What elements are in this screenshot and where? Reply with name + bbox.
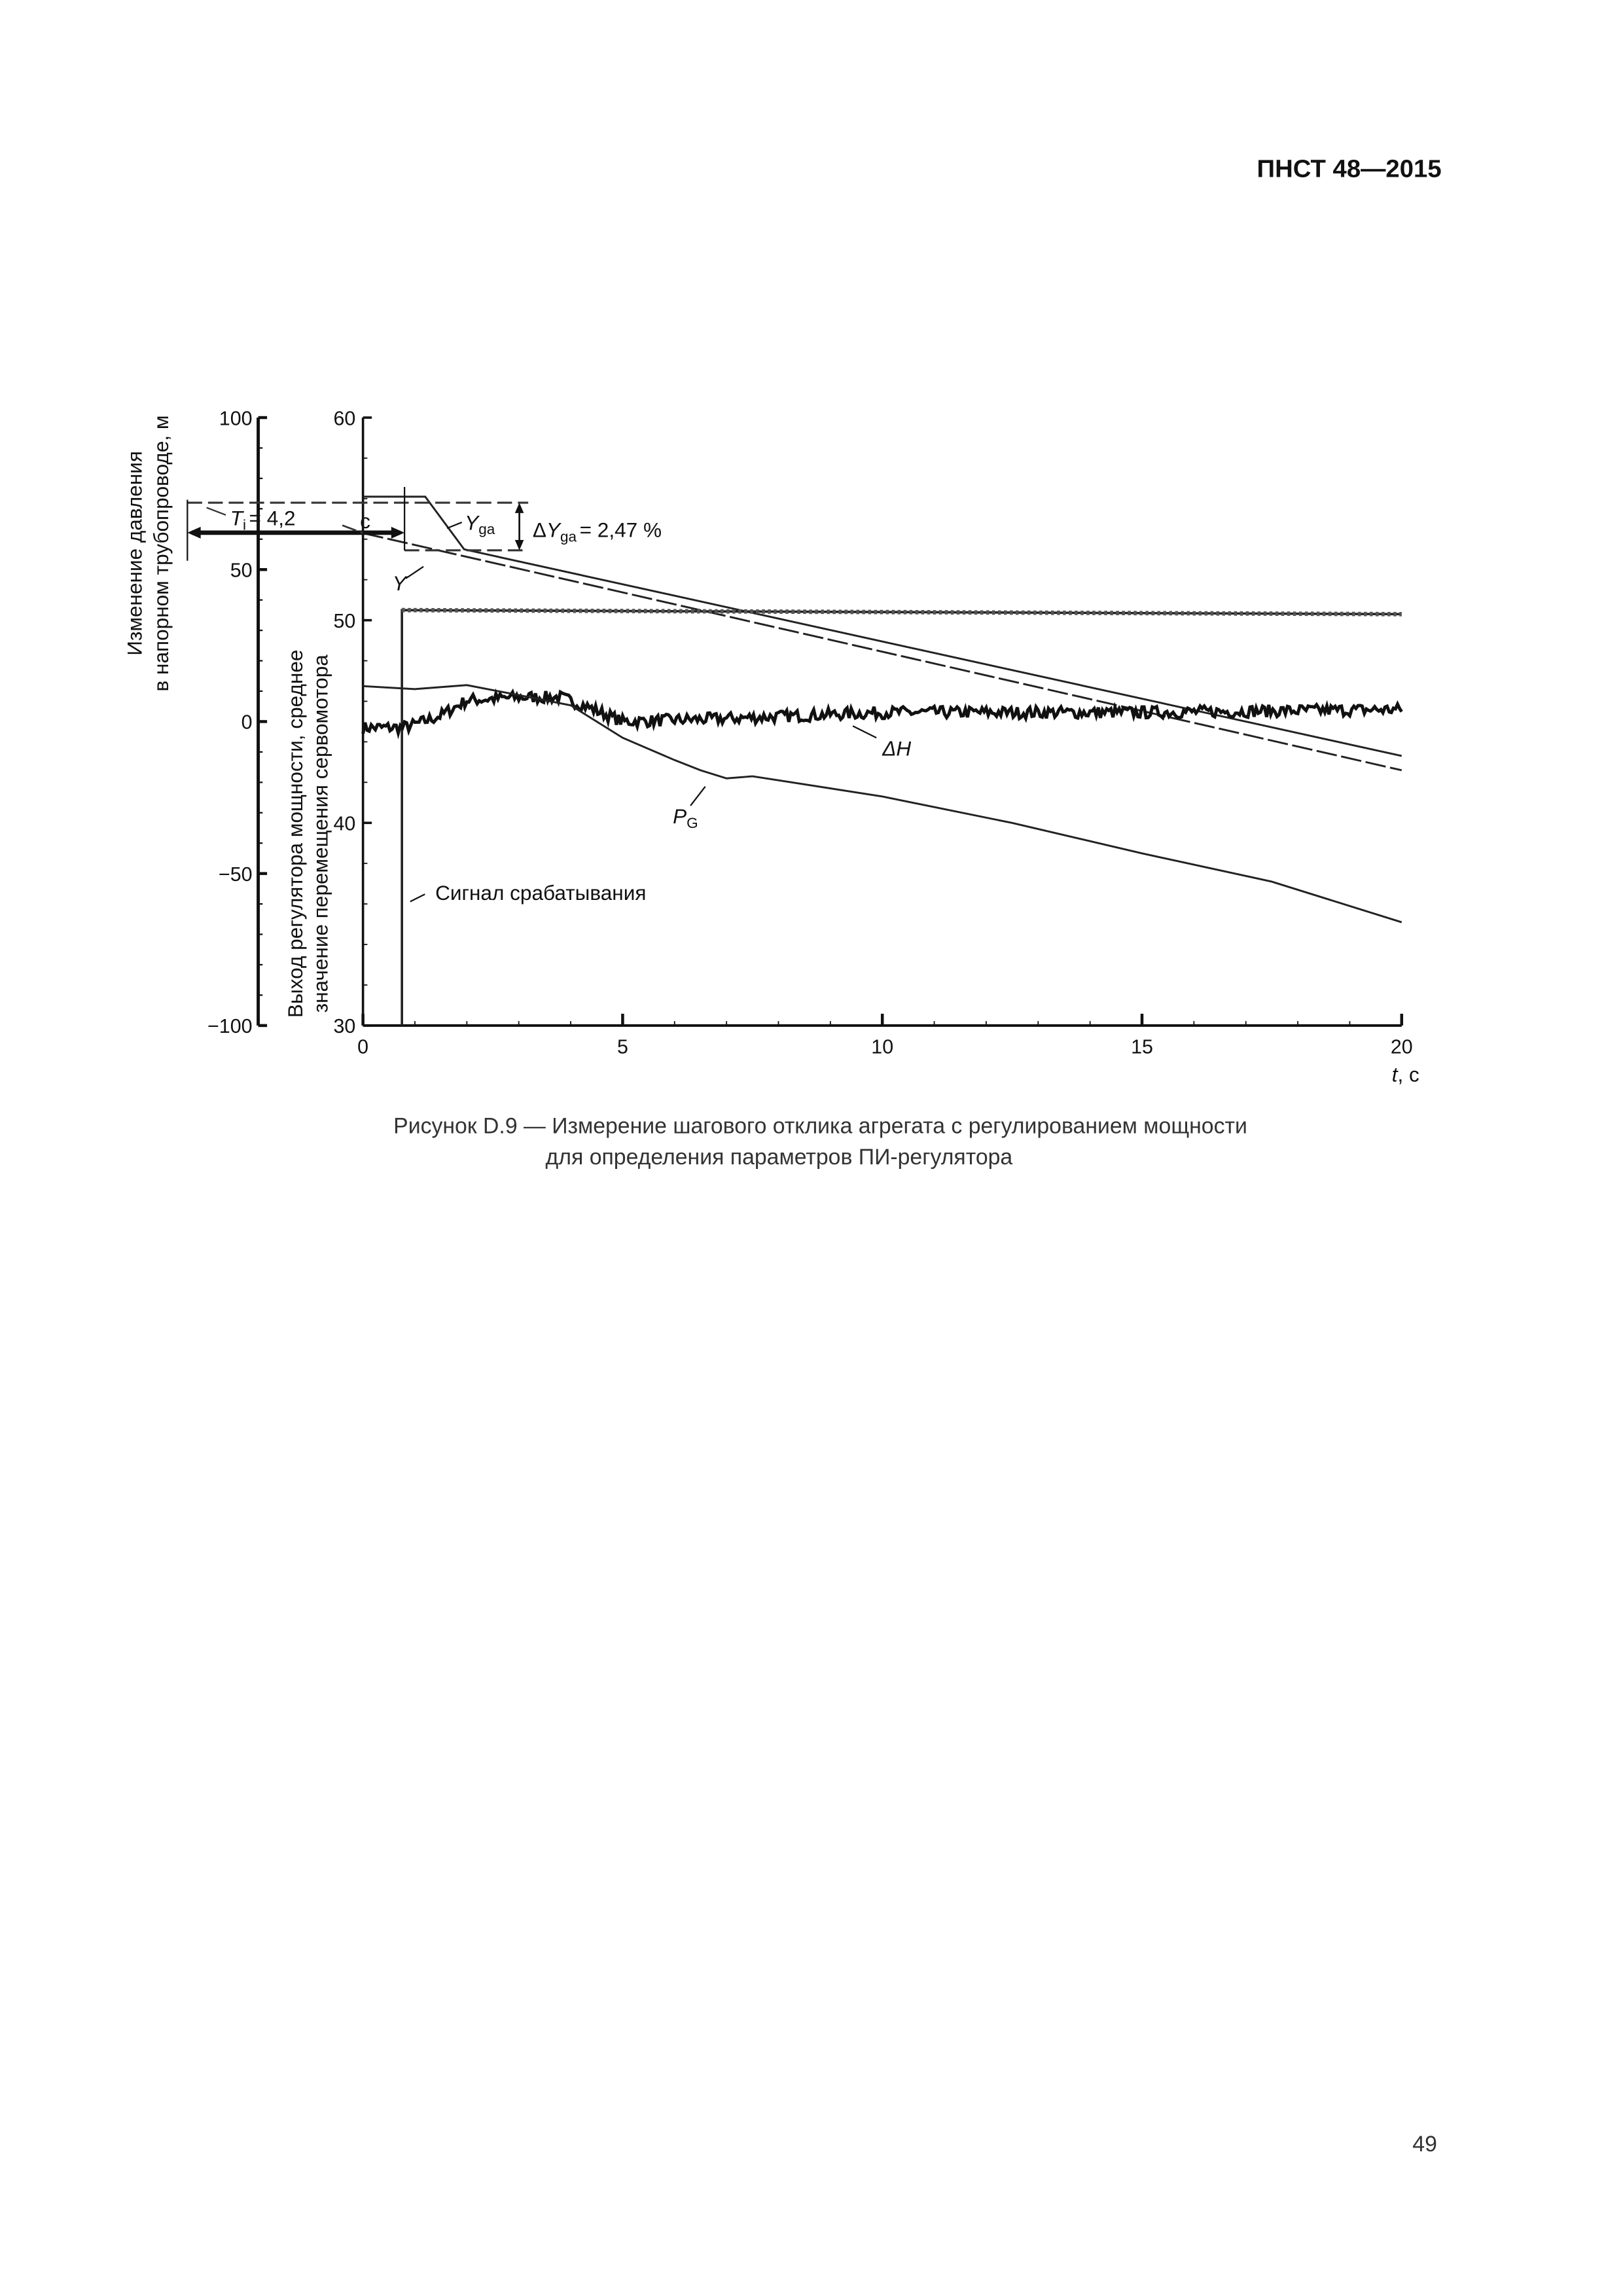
series-line-h-3 bbox=[361, 688, 1403, 740]
ti-label: Ti = 4,2 bbox=[230, 507, 296, 533]
ti-unit: с bbox=[360, 509, 370, 533]
left-axis-title-line2: в напорном трубопроводе, м bbox=[149, 415, 173, 691]
signal-label: Сигнал срабатывания bbox=[435, 881, 646, 905]
pg-label: PG bbox=[673, 804, 698, 831]
annotations bbox=[187, 486, 877, 903]
y-leader bbox=[405, 565, 424, 579]
right-axis-title-line1: Выход регулятора мощности, среднее bbox=[283, 650, 307, 1018]
series-line-pg-4 bbox=[363, 684, 1402, 924]
x-axis-tick-label: 15 bbox=[1131, 1036, 1153, 1058]
y-label: Y bbox=[393, 571, 408, 595]
dh-label: ΔH bbox=[882, 736, 911, 760]
left-axis-tick-label: −100 bbox=[207, 1015, 253, 1037]
x-axis-tick-label: 5 bbox=[617, 1036, 628, 1058]
left-axis-tick-label: 50 bbox=[230, 560, 253, 582]
x-axis-tick-label: 20 bbox=[1391, 1036, 1413, 1058]
dyga-label: ΔYga = 2,47 % bbox=[533, 518, 662, 545]
right-axis-title-line2: значение перемещения сервомотора bbox=[309, 655, 332, 1013]
yga-leader bbox=[446, 522, 463, 529]
ti-leader bbox=[206, 507, 226, 516]
axes bbox=[257, 416, 1404, 1028]
series-line-сигналсрабатывания-2 bbox=[401, 609, 1402, 1026]
dyga-arrowheads bbox=[514, 503, 524, 550]
x-axis-tick-label: 10 bbox=[871, 1036, 893, 1058]
right-axis-tick-label: 60 bbox=[334, 407, 356, 429]
chart: Изменение давления в напорном трубопрово… bbox=[122, 407, 1419, 1086]
right-axis-tick-label: 40 bbox=[334, 813, 356, 835]
signal-leader bbox=[410, 893, 425, 903]
yga-label: Yga bbox=[465, 511, 495, 537]
series-line-y-1 bbox=[363, 532, 1402, 772]
left-axis-tick-label: −50 bbox=[219, 863, 253, 886]
right-axis-tick-label: 30 bbox=[334, 1015, 356, 1037]
left-axis-title-line1: Изменение давления bbox=[122, 451, 146, 656]
dh-leader bbox=[852, 725, 877, 739]
signal-plateau-texture bbox=[402, 607, 1402, 617]
figure-caption-line1: Рисунок D.9 — Измерение шагового отклика… bbox=[393, 1113, 1247, 1138]
series-line-y-0 bbox=[363, 495, 1402, 757]
pg-leader bbox=[690, 785, 706, 806]
x-axis-title: t, с bbox=[1392, 1063, 1419, 1086]
page-number: 49 bbox=[1412, 2132, 1437, 2157]
figure-caption-line2: для определения параметров ПИ-регулятора bbox=[546, 1145, 1013, 1170]
document-number: ПНСТ 48—2015 bbox=[1257, 155, 1442, 183]
series bbox=[361, 495, 1403, 1026]
x-axis-tick-label: 0 bbox=[357, 1036, 368, 1058]
y-dashed-extension bbox=[342, 524, 364, 534]
left-axis-tick-label: 0 bbox=[241, 711, 253, 734]
left-axis-tick-label: 100 bbox=[219, 407, 253, 429]
right-axis-tick-label: 50 bbox=[334, 610, 356, 632]
